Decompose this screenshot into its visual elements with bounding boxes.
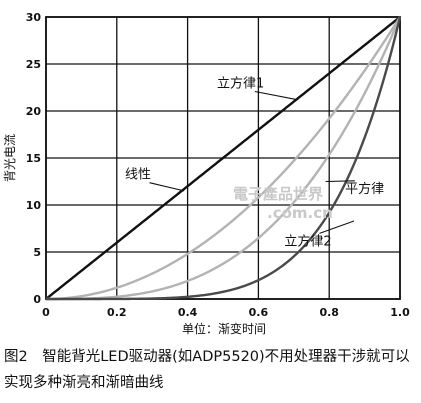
watermark-line1: 電子產品世界 <box>233 185 323 203</box>
y-tick-label: 10 <box>26 199 42 212</box>
y-tick-label: 5 <box>33 246 41 259</box>
series-line-3 <box>46 16 402 301</box>
x-tick-label: 0.8 <box>319 306 339 319</box>
y-axis-label: 背光电流 <box>3 134 17 182</box>
plot-frame <box>45 16 401 300</box>
annotation-label: 线性 <box>125 168 151 183</box>
y-tick-label: 15 <box>26 152 41 165</box>
x-tick-label: 0.4 <box>178 306 198 319</box>
annotation-label: 立方律1 <box>217 76 264 92</box>
annotation-label: 立方律2 <box>284 233 331 249</box>
watermark: 電子產品世界 .com.cn <box>233 185 333 222</box>
watermark-line2: .com.cn <box>267 204 333 222</box>
y-tick-label: 20 <box>26 105 42 118</box>
series-line-2 <box>46 16 402 301</box>
annotation-leader <box>149 182 185 192</box>
y-tick-label: 30 <box>26 11 42 24</box>
y-tick-label: 0 <box>33 293 41 306</box>
annotation-leader <box>319 220 355 234</box>
series-line-1 <box>45 16 402 301</box>
series-line-0 <box>45 16 401 300</box>
annotation-leader <box>254 90 298 101</box>
x-tick-label: 0.2 <box>107 306 127 319</box>
series-group <box>45 16 402 301</box>
figure-caption: 图2 智能背光LED驱动器(如ADP5520)不用处理器干涉就可以实现多种渐亮和… <box>4 349 410 391</box>
x-axis-label: 单位：渐变时间 <box>182 321 266 336</box>
y-tick-label: 25 <box>26 58 41 71</box>
annotation-label: 平方律 <box>345 181 384 197</box>
tick-labels: 0 0.2 0.4 0.6 0.8 1.0 0 5 10 15 20 25 30 <box>26 11 410 319</box>
x-tick-label: 0.6 <box>249 306 269 319</box>
grid <box>45 16 401 300</box>
x-tick-label: 1.0 <box>390 306 410 319</box>
x-tick-label: 0 <box>42 306 50 319</box>
annotation-leader <box>325 180 355 183</box>
